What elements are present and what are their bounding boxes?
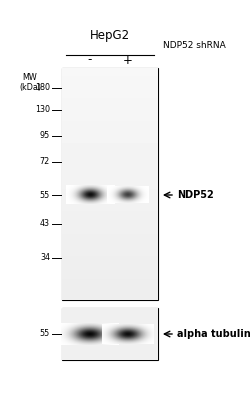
Text: MW
(kDa): MW (kDa) [19,73,41,92]
Text: NDP52 shRNA: NDP52 shRNA [163,40,226,50]
Text: alpha tubulin: alpha tubulin [177,329,250,339]
Text: 180: 180 [35,84,50,92]
Text: 55: 55 [40,330,50,338]
Bar [62,68,158,300]
Text: 34: 34 [40,254,50,262]
Text: HepG2: HepG2 [90,29,130,42]
Text: 130: 130 [35,106,50,114]
Text: -: - [88,54,92,66]
Text: 95: 95 [40,132,50,140]
Text: +: + [123,54,133,66]
Bar [62,308,158,360]
Text: 55: 55 [40,190,50,200]
Text: 43: 43 [40,220,50,228]
Text: 72: 72 [40,158,50,166]
Text: NDP52: NDP52 [177,190,214,200]
